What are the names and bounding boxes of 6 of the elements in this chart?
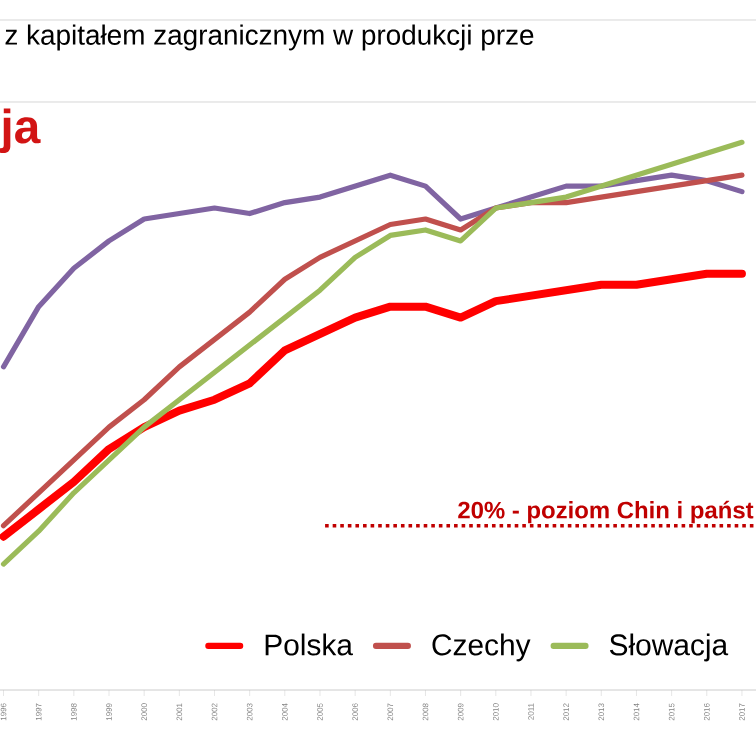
chart-title: z kapitałem zagranicznym w produkcji prze (5, 24, 534, 51)
legend-label: Polska (265, 633, 353, 656)
annotation: ja (0, 108, 41, 153)
legend-label: Czechy (432, 633, 531, 662)
legend-label: Słowacja (609, 633, 729, 662)
ref-line-label: 20% - poziom Chin i państ (458, 500, 754, 524)
